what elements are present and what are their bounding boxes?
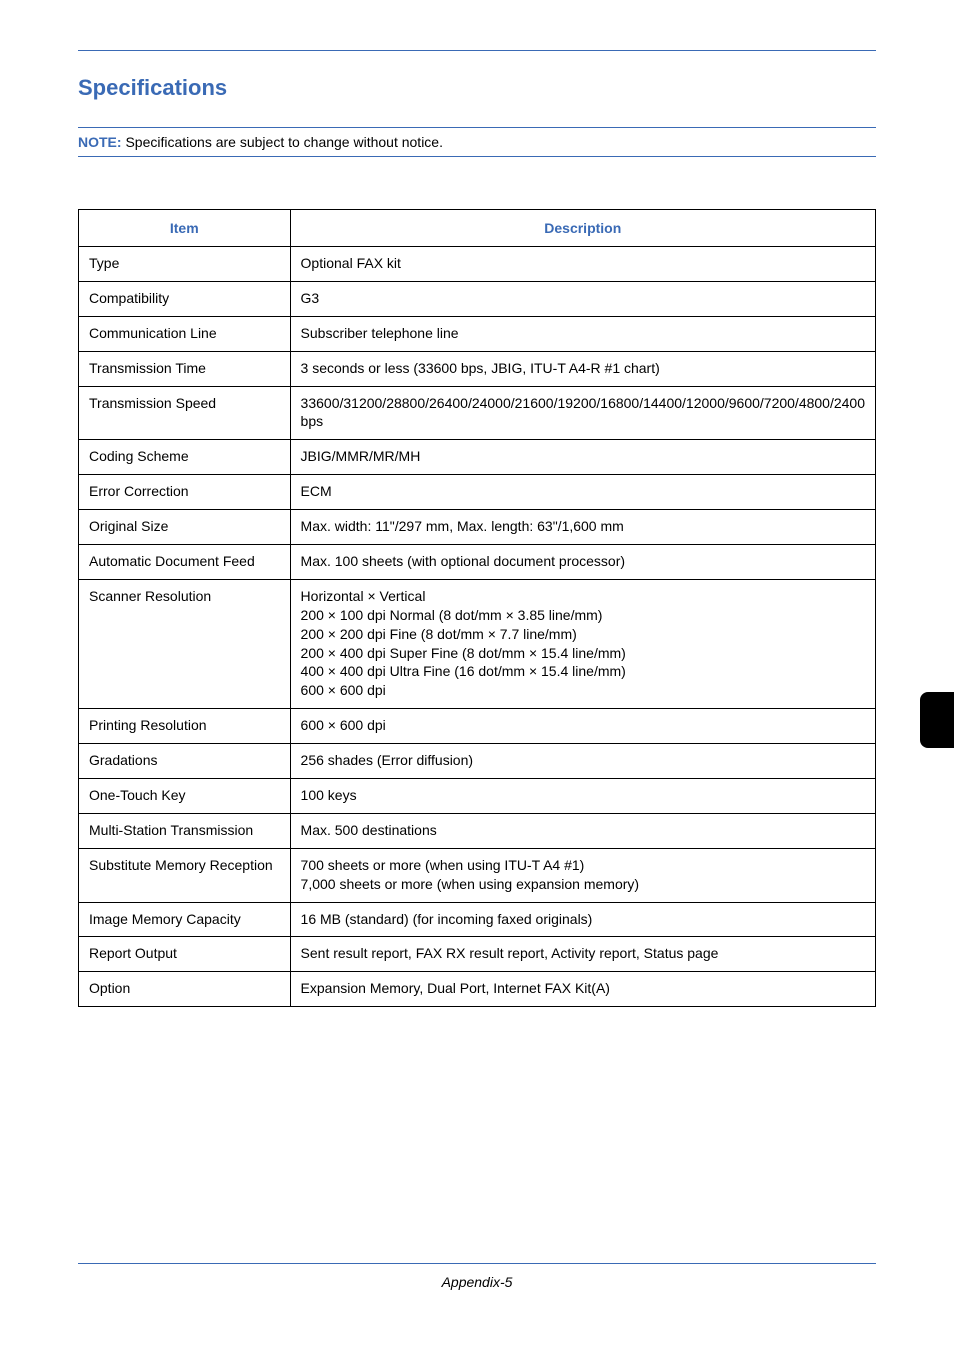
cell-description: ECM xyxy=(290,475,875,510)
cell-item: Coding Scheme xyxy=(79,440,291,475)
table-row: Communication LineSubscriber telephone l… xyxy=(79,316,876,351)
cell-description: Optional FAX kit xyxy=(290,247,875,282)
table-row: Original SizeMax. width: 11"/297 mm, Max… xyxy=(79,510,876,545)
header-description: Description xyxy=(290,210,875,247)
cell-description: Expansion Memory, Dual Port, Internet FA… xyxy=(290,972,875,1007)
cell-item: Transmission Speed xyxy=(79,386,291,440)
table-row: Substitute Memory Reception700 sheets or… xyxy=(79,848,876,902)
cell-description: G3 xyxy=(290,281,875,316)
table-row: Error CorrectionECM xyxy=(79,475,876,510)
footer: Appendix-5 xyxy=(0,1263,954,1290)
cell-description: 600 × 600 dpi xyxy=(290,709,875,744)
cell-item: Type xyxy=(79,247,291,282)
cell-item: Multi-Station Transmission xyxy=(79,813,291,848)
table-row: One-Touch Key100 keys xyxy=(79,779,876,814)
table-row: Coding SchemeJBIG/MMR/MR/MH xyxy=(79,440,876,475)
note-text: Specifications are subject to change wit… xyxy=(122,134,443,150)
table-row: CompatibilityG3 xyxy=(79,281,876,316)
cell-item: Printing Resolution xyxy=(79,709,291,744)
table-row: Scanner ResolutionHorizontal × Vertical2… xyxy=(79,579,876,708)
cell-description: 100 keys xyxy=(290,779,875,814)
table-row: Transmission Speed33600/31200/28800/2640… xyxy=(79,386,876,440)
cell-description: 3 seconds or less (33600 bps, JBIG, ITU-… xyxy=(290,351,875,386)
table-row: OptionExpansion Memory, Dual Port, Inter… xyxy=(79,972,876,1007)
top-rule xyxy=(78,50,876,51)
cell-item: One-Touch Key xyxy=(79,779,291,814)
cell-description: Horizontal × Vertical200 × 100 dpi Norma… xyxy=(290,579,875,708)
cell-item: Report Output xyxy=(79,937,291,972)
cell-description: 33600/31200/28800/26400/24000/21600/1920… xyxy=(290,386,875,440)
cell-description: Max. width: 11"/297 mm, Max. length: 63"… xyxy=(290,510,875,545)
cell-item: Original Size xyxy=(79,510,291,545)
note-rule-bottom xyxy=(78,156,876,157)
cell-item: Communication Line xyxy=(79,316,291,351)
table-row: TypeOptional FAX kit xyxy=(79,247,876,282)
table-row: Report OutputSent result report, FAX RX … xyxy=(79,937,876,972)
cell-item: Substitute Memory Reception xyxy=(79,848,291,902)
footer-text: Appendix-5 xyxy=(0,1274,954,1290)
table-row: Automatic Document FeedMax. 100 sheets (… xyxy=(79,545,876,580)
note-rule-top xyxy=(78,127,876,128)
cell-item: Gradations xyxy=(79,744,291,779)
side-tab xyxy=(920,692,954,748)
cell-description: Sent result report, FAX RX result report… xyxy=(290,937,875,972)
cell-description: 16 MB (standard) (for incoming faxed ori… xyxy=(290,902,875,937)
table-row: Gradations256 shades (Error diffusion) xyxy=(79,744,876,779)
cell-description: Max. 500 destinations xyxy=(290,813,875,848)
table-row: Image Memory Capacity16 MB (standard) (f… xyxy=(79,902,876,937)
footer-rule xyxy=(78,1263,876,1264)
specs-table: Item Description TypeOptional FAX kitCom… xyxy=(78,209,876,1007)
table-row: Transmission Time3 seconds or less (3360… xyxy=(79,351,876,386)
cell-item: Compatibility xyxy=(79,281,291,316)
cell-description: 256 shades (Error diffusion) xyxy=(290,744,875,779)
cell-item: Automatic Document Feed xyxy=(79,545,291,580)
cell-item: Image Memory Capacity xyxy=(79,902,291,937)
cell-item: Error Correction xyxy=(79,475,291,510)
section-title: Specifications xyxy=(78,75,876,101)
cell-description: Subscriber telephone line xyxy=(290,316,875,351)
cell-item: Transmission Time xyxy=(79,351,291,386)
table-row: Multi-Station TransmissionMax. 500 desti… xyxy=(79,813,876,848)
note-line: NOTE: Specifications are subject to chan… xyxy=(78,134,876,150)
cell-description: Max. 100 sheets (with optional document … xyxy=(290,545,875,580)
header-item: Item xyxy=(79,210,291,247)
table-header-row: Item Description xyxy=(79,210,876,247)
cell-description: 700 sheets or more (when using ITU-T A4 … xyxy=(290,848,875,902)
cell-item: Option xyxy=(79,972,291,1007)
table-row: Printing Resolution600 × 600 dpi xyxy=(79,709,876,744)
cell-description: JBIG/MMR/MR/MH xyxy=(290,440,875,475)
note-prefix: NOTE: xyxy=(78,134,122,150)
cell-item: Scanner Resolution xyxy=(79,579,291,708)
